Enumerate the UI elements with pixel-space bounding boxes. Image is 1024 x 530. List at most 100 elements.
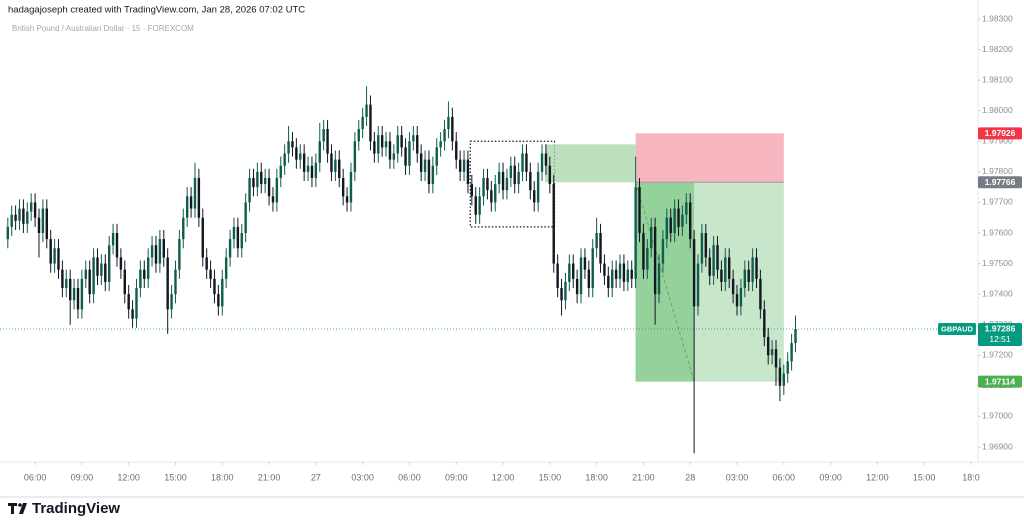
candle-body [681,214,684,227]
x-tick-label: 09:00 [819,472,842,482]
plot [0,86,978,454]
candle-body [174,269,177,295]
candle-body [774,349,778,368]
candle-body [166,257,169,310]
candle-body [263,177,267,185]
candle-body [790,343,793,362]
x-tick-label: 09:00 [445,472,468,482]
candle-body [568,263,571,282]
x-tick-label: 15:00 [164,472,187,482]
candle-body [505,177,509,191]
candle-body [221,278,224,307]
candle-body [595,233,598,249]
candle-body [45,208,49,240]
candle-body [80,278,84,310]
stop-price-tag: 1.97926 [985,128,1016,138]
x-tick-label: 09:00 [71,472,94,482]
candle-body [115,233,119,258]
candle-body [373,141,376,154]
candle-body [583,257,587,270]
candle-body [735,294,739,307]
candle-body [365,104,368,117]
y-tick-label: 1.98300 [982,13,1013,23]
candle-body [552,184,555,264]
candle-body [283,153,286,166]
candle-body [100,263,103,276]
candle-body [782,373,786,386]
position-path [635,182,695,382]
x-tick-label: 12:00 [492,472,515,482]
candle-body [396,135,399,154]
candle-body [533,190,536,203]
candle-body [392,153,396,160]
y-tick-label: 1.97500 [982,258,1013,268]
candle-body [513,165,516,185]
candle-body [14,214,17,221]
candle-body [536,171,540,203]
y-tick-label: 1.96900 [982,441,1013,451]
candle-body [470,184,474,197]
candle-body [185,196,189,218]
candle-body [353,141,357,172]
candle-body [743,269,747,289]
candle-body [716,245,719,270]
candle-body [614,269,618,279]
candle-body [369,104,372,142]
entry-price-tag-bg [978,176,1022,189]
candle-body [224,257,228,279]
candle-body [53,248,56,264]
candle-body [778,367,782,386]
symbol-tag-bg [938,322,976,335]
candle-body [634,187,637,279]
candle-body [724,257,727,282]
candle-body [755,257,758,279]
candle-body [41,208,45,233]
candle-body [228,239,232,258]
candle-body [217,294,220,307]
candle-body [642,233,645,270]
symbol-tag: GBPAUD [941,324,974,333]
candle-body [497,171,501,185]
x-tick-label: 03:00 [351,472,374,482]
candle-body [400,135,403,148]
candle-body [275,177,279,203]
candle-body [287,141,290,154]
candle-body [92,257,95,295]
candle-body [330,153,333,172]
candle-body [416,135,419,154]
candle-body [412,135,415,142]
candle-body [22,208,25,224]
candle-body [68,278,72,301]
candle-body [720,269,723,282]
stop-price-tag-bg [978,127,1022,140]
candle-body [357,129,360,142]
candle-body [334,159,337,172]
candle-body [240,233,243,249]
candle-body [256,171,259,188]
candle-body [104,263,107,282]
candle-body [377,135,380,154]
candle-body [622,263,626,282]
candle-body [295,147,298,160]
candle-body [700,233,704,264]
candle-body [162,239,165,258]
candle-body [650,226,653,249]
y-tick-label: 1.97400 [982,288,1013,298]
candle-body [587,269,591,289]
candle-body [279,165,282,178]
candle-body [626,269,630,282]
candle-body [96,257,99,276]
candle-body [61,269,64,289]
candle-body [302,153,306,172]
candle-body [618,263,622,279]
candle-body [248,177,251,203]
candle-body [669,217,672,233]
last-price-label: 1.97286 [985,324,1016,334]
candle-body [556,263,559,289]
x-tick-label: 27 [311,472,321,482]
candle-body [135,288,138,319]
candle-body [509,165,513,178]
candle-body [189,196,193,209]
candle-body [657,263,661,295]
candle-body [213,278,216,295]
